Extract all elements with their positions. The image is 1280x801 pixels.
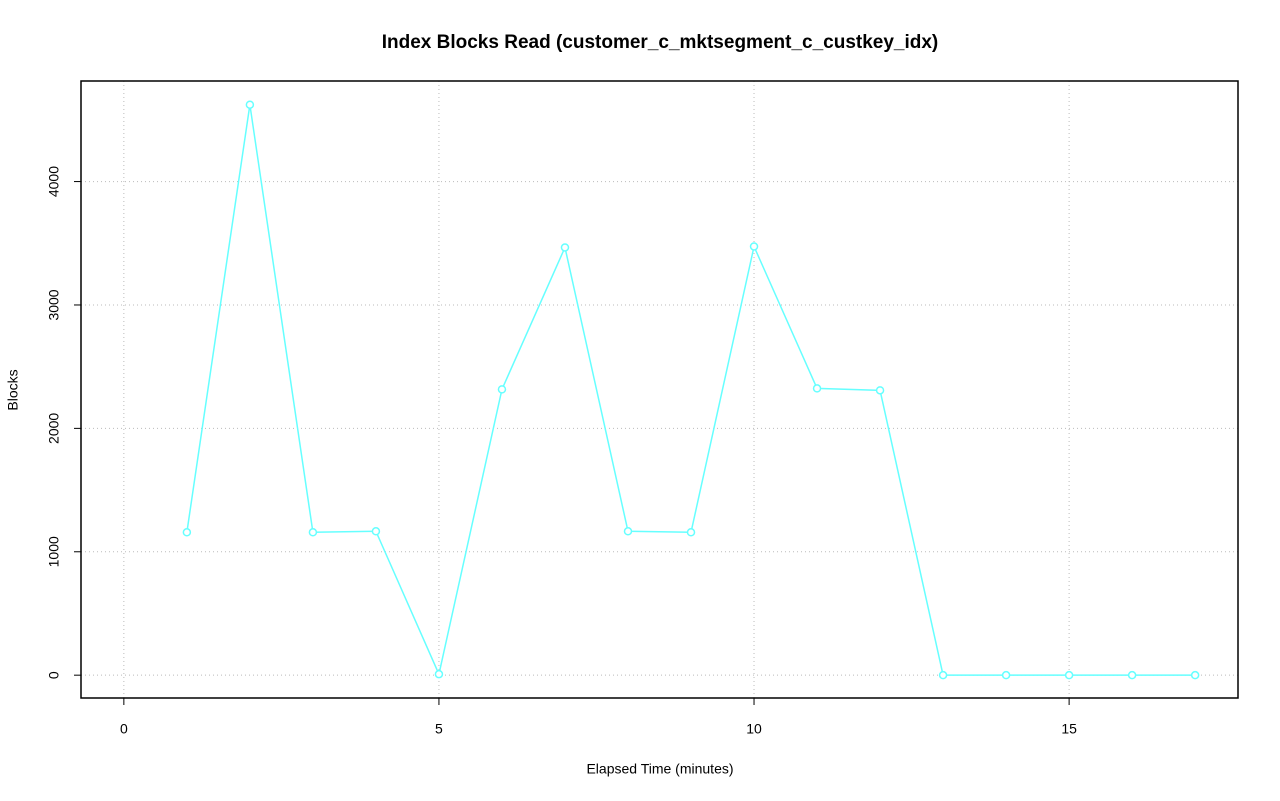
y-tick-label: 3000 (46, 289, 62, 320)
data-point (1001, 670, 1011, 680)
data-point (560, 243, 570, 252)
y-axis-label: Blocks (5, 369, 21, 410)
x-axis-label: Elapsed Time (minutes) (586, 761, 733, 777)
data-point (1127, 670, 1137, 680)
data-point (1064, 670, 1074, 680)
y-tick-label: 1000 (46, 536, 62, 567)
data-point (1190, 670, 1200, 680)
data-point (749, 242, 759, 251)
data-point (371, 527, 381, 536)
y-tick-label: 2000 (46, 413, 62, 444)
data-point (182, 528, 192, 537)
data-point (434, 669, 444, 679)
x-tick-label: 10 (746, 721, 762, 737)
data-point (875, 386, 885, 395)
data-point (812, 384, 822, 393)
data-point (623, 527, 633, 536)
data-line (186, 104, 1196, 677)
data-point (308, 528, 318, 537)
plot-frame (80, 80, 1239, 699)
chart-title: Index Blocks Read (customer_c_mktsegment… (382, 32, 939, 53)
x-tick-label: 15 (1061, 721, 1077, 737)
data-point (686, 528, 696, 537)
data-point (245, 100, 255, 109)
y-tick-label: 4000 (46, 166, 62, 197)
x-tick-label: 5 (435, 721, 443, 737)
data-point (497, 385, 507, 394)
data-point (938, 670, 948, 680)
y-tick-label: 0 (46, 671, 62, 679)
x-tick-label: 0 (120, 721, 128, 737)
